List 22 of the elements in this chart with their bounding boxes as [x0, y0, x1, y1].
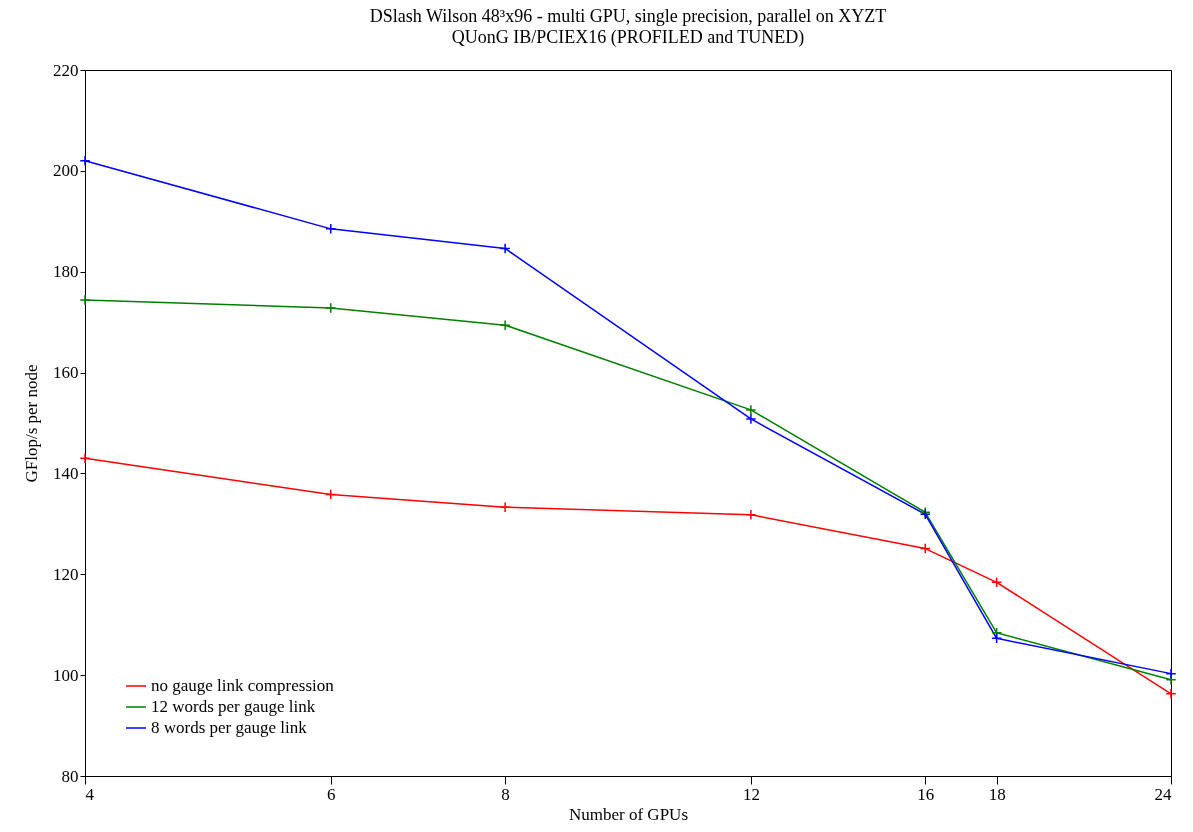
x-tick-label: 4 [85, 784, 95, 804]
x-tick-label: 12 [742, 784, 760, 804]
chart-title: DSlash Wilson 48³x96 - multi GPU, single precision, parallel on XYZT [369, 6, 887, 26]
y-tick-label: 180 [53, 262, 79, 282]
x-axis-title: Number of GPUs [569, 804, 688, 824]
x-tick-label: 6 [327, 784, 336, 804]
x-tick-label: 8 [501, 784, 510, 804]
x-tick-label: 18 [988, 784, 1006, 804]
y-tick-label: 160 [53, 363, 79, 383]
legend-label: 12 words per gauge link [151, 697, 316, 716]
legend-label: 8 words per gauge link [151, 718, 308, 737]
y-tick-label: 120 [53, 564, 79, 584]
chart-subtitle: QUonG IB/PCIEX16 (PROFILED and TUNED) [451, 27, 805, 48]
x-tick-label: 16 [917, 784, 935, 804]
y-tick-label: 100 [53, 665, 79, 685]
y-tick-label: 200 [53, 161, 79, 181]
y-axis-title: GFlop/s per node [22, 364, 41, 483]
y-tick-label: 80 [61, 766, 79, 786]
legend-label: no gauge link compression [151, 676, 335, 695]
x-tick-label: 24 [1154, 784, 1172, 804]
y-tick-label: 140 [53, 463, 79, 483]
y-tick-label: 220 [53, 60, 79, 80]
